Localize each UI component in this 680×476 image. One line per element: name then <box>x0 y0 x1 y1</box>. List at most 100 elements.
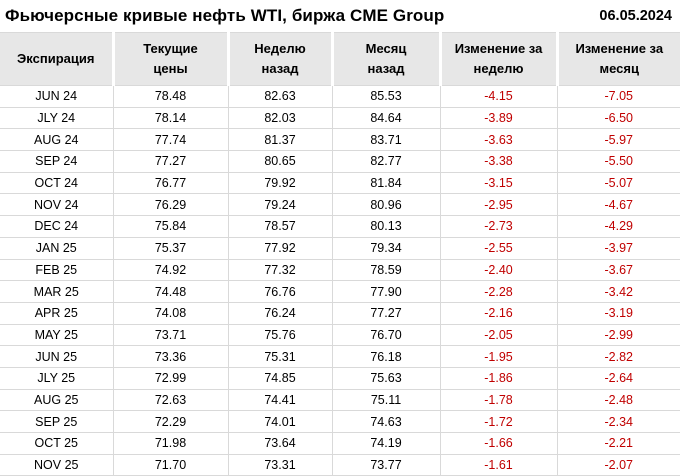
cell-week-change: -4.15 <box>439 85 557 108</box>
cell-month-change: -2.07 <box>556 454 680 476</box>
cell-expiration: JUN 25 <box>0 345 113 368</box>
cell-current-price: 74.92 <box>112 259 228 282</box>
cell-expiration: OCT 24 <box>0 172 113 195</box>
futures-table: Экспирация Текущие цены Неделю назад Мес… <box>0 32 680 476</box>
cell-expiration: SEP 25 <box>0 410 113 433</box>
cell-week-ago: 79.24 <box>227 193 332 217</box>
table-row: JLY 25 72.99 74.85 75.63 -1.86 -2.64 <box>0 367 680 390</box>
cell-expiration: NOV 25 <box>0 454 113 476</box>
table-row: DEC 24 75.84 78.57 80.13 -2.73 -4.29 <box>0 215 680 238</box>
cell-week-change: -1.66 <box>439 432 557 455</box>
cell-month-change: -3.42 <box>556 280 680 303</box>
cell-expiration: AUG 25 <box>0 389 113 412</box>
cell-expiration: JLY 24 <box>0 107 113 130</box>
cell-month-change: -5.97 <box>556 128 680 152</box>
cell-month-ago: 82.77 <box>331 150 440 173</box>
table-row: JUN 25 73.36 75.31 76.18 -1.95 -2.82 <box>0 345 680 368</box>
cell-current-price: 78.48 <box>112 85 228 108</box>
cell-expiration: DEC 24 <box>0 215 113 238</box>
cell-week-change: -1.86 <box>439 367 557 390</box>
cell-week-change: -2.40 <box>439 259 557 282</box>
cell-month-change: -3.97 <box>556 237 680 260</box>
table-header-row: Экспирация Текущие цены Неделю назад Мес… <box>0 32 680 86</box>
cell-month-change: -7.05 <box>556 85 680 108</box>
cell-month-change: -2.21 <box>556 432 680 455</box>
table-row: JLY 24 78.14 82.03 84.64 -3.89 -6.50 <box>0 107 680 130</box>
cell-week-change: -3.89 <box>439 107 557 130</box>
cell-month-change: -2.34 <box>556 410 680 433</box>
cell-week-ago: 76.24 <box>227 302 332 325</box>
cell-expiration: JUN 24 <box>0 85 113 108</box>
cell-week-ago: 74.01 <box>227 410 332 433</box>
cell-current-price: 72.99 <box>112 367 228 390</box>
cell-current-price: 73.36 <box>112 345 228 368</box>
cell-week-ago: 82.03 <box>227 107 332 130</box>
cell-month-change: -4.29 <box>556 215 680 238</box>
cell-month-ago: 83.71 <box>331 128 440 152</box>
cell-current-price: 71.98 <box>112 432 228 455</box>
cell-week-ago: 80.65 <box>227 150 332 173</box>
cell-expiration: JLY 25 <box>0 367 113 390</box>
cell-week-ago: 76.76 <box>227 280 332 303</box>
cell-week-change: -2.95 <box>439 193 557 217</box>
cell-week-ago: 82.63 <box>227 85 332 108</box>
cell-week-change: -3.38 <box>439 150 557 173</box>
cell-month-ago: 74.19 <box>331 432 440 455</box>
cell-month-ago: 80.96 <box>331 193 440 217</box>
cell-expiration: APR 25 <box>0 302 113 325</box>
column-header-month-ago: Месяц назад <box>330 32 440 86</box>
cell-month-change: -3.67 <box>556 259 680 282</box>
table-row: SEP 24 77.27 80.65 82.77 -3.38 -5.50 <box>0 150 680 173</box>
cell-current-price: 78.14 <box>112 107 228 130</box>
page-title: Фьючерсные кривые нефть WTI, биржа CME G… <box>5 6 445 25</box>
cell-week-ago: 79.92 <box>227 172 332 195</box>
column-header-month-change: Изменение за месяц <box>555 32 680 86</box>
cell-month-ago: 76.18 <box>331 345 440 368</box>
cell-month-ago: 85.53 <box>331 85 440 108</box>
cell-current-price: 72.29 <box>112 410 228 433</box>
cell-current-price: 75.84 <box>112 215 228 238</box>
table-row: JAN 25 75.37 77.92 79.34 -2.55 -3.97 <box>0 237 680 260</box>
cell-month-change: -3.19 <box>556 302 680 325</box>
cell-expiration: MAY 25 <box>0 324 113 347</box>
cell-week-ago: 77.92 <box>227 237 332 260</box>
cell-month-ago: 75.63 <box>331 367 440 390</box>
cell-week-ago: 74.41 <box>227 389 332 412</box>
cell-week-ago: 77.32 <box>227 259 332 282</box>
table-row: FEB 25 74.92 77.32 78.59 -2.40 -3.67 <box>0 259 680 282</box>
cell-current-price: 71.70 <box>112 454 228 476</box>
cell-month-ago: 79.34 <box>331 237 440 260</box>
cell-current-price: 75.37 <box>112 237 228 260</box>
cell-month-ago: 75.11 <box>331 389 440 412</box>
cell-current-price: 73.71 <box>112 324 228 347</box>
cell-expiration: NOV 24 <box>0 193 113 217</box>
cell-week-change: -1.95 <box>439 345 557 368</box>
cell-month-ago: 77.90 <box>331 280 440 303</box>
cell-current-price: 77.74 <box>112 128 228 152</box>
table-row: SEP 25 72.29 74.01 74.63 -1.72 -2.34 <box>0 410 680 433</box>
cell-week-ago: 78.57 <box>227 215 332 238</box>
cell-expiration: JAN 25 <box>0 237 113 260</box>
cell-week-ago: 73.64 <box>227 432 332 455</box>
table-row: MAY 25 73.71 75.76 76.70 -2.05 -2.99 <box>0 324 680 347</box>
cell-current-price: 76.29 <box>112 193 228 217</box>
cell-month-change: -5.07 <box>556 172 680 195</box>
cell-expiration: FEB 25 <box>0 259 113 282</box>
cell-month-change: -2.82 <box>556 345 680 368</box>
cell-month-ago: 81.84 <box>331 172 440 195</box>
cell-week-change: -2.16 <box>439 302 557 325</box>
table-row: OCT 24 76.77 79.92 81.84 -3.15 -5.07 <box>0 172 680 195</box>
cell-current-price: 74.48 <box>112 280 228 303</box>
cell-month-change: -2.48 <box>556 389 680 412</box>
cell-week-change: -2.05 <box>439 324 557 347</box>
cell-week-ago: 75.31 <box>227 345 332 368</box>
cell-month-change: -5.50 <box>556 150 680 173</box>
table-row: NOV 25 71.70 73.31 73.77 -1.61 -2.07 <box>0 454 680 476</box>
cell-month-ago: 73.77 <box>331 454 440 476</box>
cell-week-change: -2.73 <box>439 215 557 238</box>
table-row: AUG 25 72.63 74.41 75.11 -1.78 -2.48 <box>0 389 680 412</box>
cell-month-ago: 78.59 <box>331 259 440 282</box>
cell-week-change: -3.63 <box>439 128 557 152</box>
table-row: AUG 24 77.74 81.37 83.71 -3.63 -5.97 <box>0 128 680 152</box>
